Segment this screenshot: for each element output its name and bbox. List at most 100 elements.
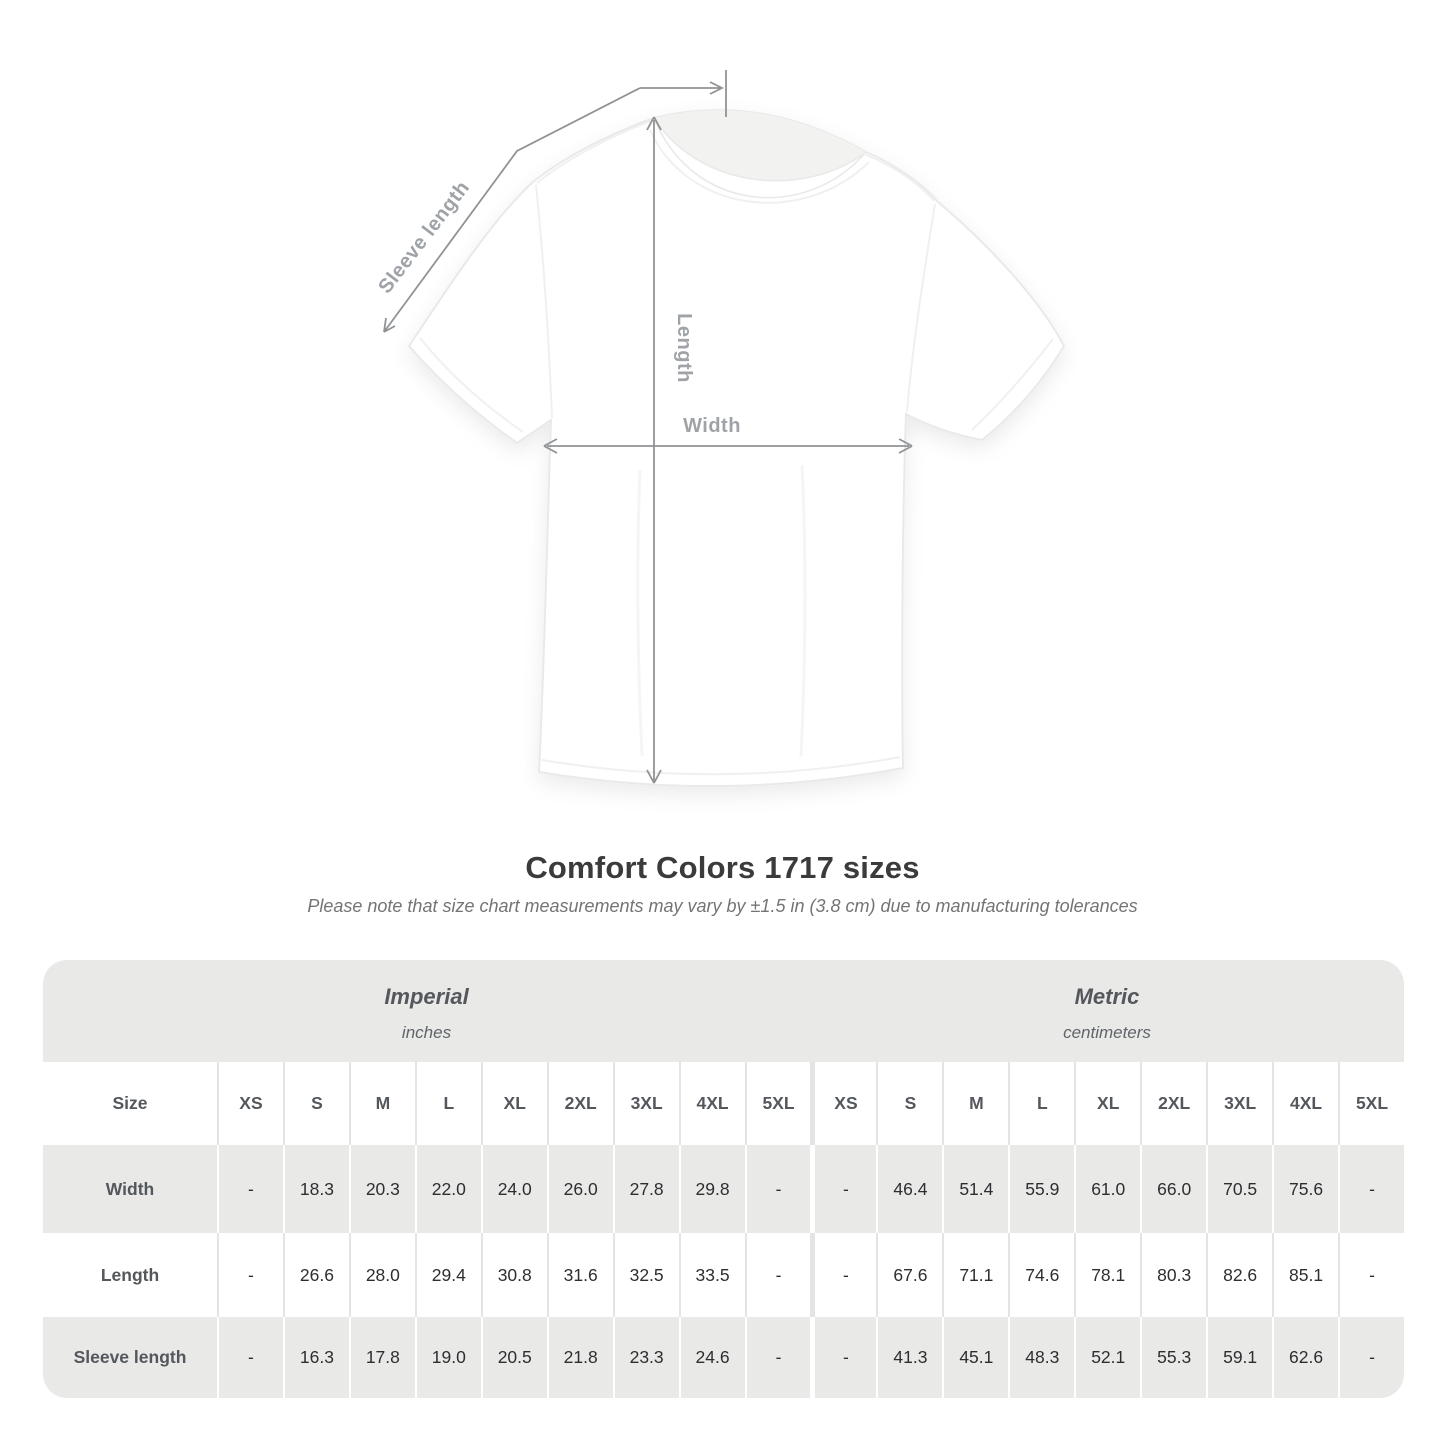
sleeve-length-value: -	[744, 1317, 811, 1398]
length-value: 33.5	[678, 1233, 745, 1317]
size-column-header: 2XL	[1140, 1062, 1206, 1145]
length-value: -	[744, 1233, 811, 1317]
length-value: 80.3	[1140, 1233, 1206, 1317]
width-value: 24.0	[480, 1145, 547, 1233]
size-column-header: S	[876, 1062, 942, 1145]
length-value: -	[1338, 1233, 1404, 1317]
imperial-unit: inches	[401, 1022, 452, 1042]
width-value: -	[810, 1145, 876, 1233]
hem-seam	[541, 756, 901, 776]
length-value: -	[810, 1233, 876, 1317]
size-column-header: XS	[810, 1062, 876, 1145]
width-value: 70.5	[1206, 1145, 1272, 1233]
size-column-header: 3XL	[1206, 1062, 1272, 1145]
collar-band	[653, 117, 867, 199]
length-value: 30.8	[480, 1233, 547, 1317]
size-column-header: XL	[480, 1062, 547, 1145]
sleeve-length-value: 20.5	[480, 1317, 547, 1398]
sleeve-length-value: 24.6	[678, 1317, 745, 1398]
size-column-header: 2XL	[546, 1062, 613, 1145]
size-column-header: L	[414, 1062, 481, 1145]
size-column-header: S	[282, 1062, 349, 1145]
width-row-label: Width	[105, 1178, 155, 1199]
length-value: 29.4	[414, 1233, 481, 1317]
width-row: Width -18.3 20.3 22.0 24.0 26.0 27.8 29.8- -46.…	[43, 1145, 1404, 1233]
width-value: 18.3	[282, 1145, 349, 1233]
width-value: 46.4	[876, 1145, 942, 1233]
sleeve-length-row: Sleeve length -16.3 17.8 19.0 20.5 21.8 23.3 2…	[43, 1317, 1404, 1398]
width-value: 66.0	[1140, 1145, 1206, 1233]
sleeve-top-arrow-line	[640, 81, 725, 95]
width-value: 29.8	[678, 1145, 745, 1233]
size-column-header: 5XL	[744, 1062, 811, 1145]
sleeve-length-value: 55.3	[1140, 1317, 1206, 1398]
length-value: 26.6	[282, 1233, 349, 1317]
sleeve-length-value: 21.8	[546, 1317, 613, 1398]
length-row-label: Length	[100, 1264, 160, 1285]
sleeve-length-row-label: Sleeve length	[73, 1347, 187, 1367]
size-column-header: XS	[217, 1062, 283, 1145]
size-column-header: M	[348, 1062, 415, 1145]
length-value: 28.0	[348, 1233, 415, 1317]
right-shoulder-seam	[863, 153, 935, 202]
width-value: 20.3	[348, 1145, 415, 1233]
width-value: 55.9	[1008, 1145, 1074, 1233]
width-value: 22.0	[414, 1145, 481, 1233]
width-value: 27.8	[612, 1145, 679, 1233]
sleeve-length-value: 17.8	[348, 1317, 415, 1398]
right-sleeve-seam	[906, 203, 936, 413]
length-value: -	[217, 1233, 283, 1317]
length-line	[646, 116, 662, 784]
tshirt-body	[407, 109, 1066, 788]
width-line	[543, 438, 913, 454]
unit-header-band: Imperial inches Metric centimeters	[43, 960, 1404, 1062]
sleeve-length-value: -	[810, 1317, 876, 1398]
length-value: 71.1	[942, 1233, 1008, 1317]
size-corner-header: Size	[112, 1093, 148, 1113]
collar-opening	[654, 110, 866, 181]
measurement-lines	[383, 70, 913, 784]
width-value: 26.0	[546, 1145, 613, 1233]
imperial-header: Imperial inches	[43, 960, 810, 1062]
torso-fold-left	[636, 469, 644, 757]
metric-header: Metric centimeters	[810, 960, 1404, 1062]
length-value: 67.6	[876, 1233, 942, 1317]
size-column-header: 3XL	[612, 1062, 679, 1145]
sleeve-length-value: 45.1	[942, 1317, 1008, 1398]
sleeve-length-value: 41.3	[876, 1317, 942, 1398]
length-value: 32.5	[612, 1233, 679, 1317]
width-value: 61.0	[1074, 1145, 1140, 1233]
left-shoulder-seam	[536, 119, 655, 184]
size-column-header: XL	[1074, 1062, 1140, 1145]
sleeve-length-value: 23.3	[612, 1317, 679, 1398]
left-cuff-seam	[419, 337, 524, 433]
sleeve-length-value: -	[217, 1317, 283, 1398]
length-value: 74.6	[1008, 1233, 1074, 1317]
size-column-header: M	[942, 1062, 1008, 1145]
length-value: 31.6	[546, 1233, 613, 1317]
sleeve-length-value: -	[1338, 1317, 1404, 1398]
sleeve-length-value: 16.3	[282, 1317, 349, 1398]
sleeve-length-value: 52.1	[1074, 1317, 1140, 1398]
sleeve-length-line	[383, 87, 641, 333]
width-value: -	[744, 1145, 811, 1233]
imperial-title: Imperial	[384, 983, 469, 1009]
sleeve-length-value: 48.3	[1008, 1317, 1074, 1398]
size-column-header: 5XL	[1338, 1062, 1404, 1145]
tolerance-note: Please note that size chart measurements…	[307, 896, 1138, 916]
sleeve-length-value: 19.0	[414, 1317, 481, 1398]
length-value: 85.1	[1272, 1233, 1338, 1317]
length-row: Length -26.6 28.0 29.4 30.8 31.6 32.5 33.5- -67…	[43, 1233, 1404, 1317]
width-value: 51.4	[942, 1145, 1008, 1233]
size-chart-table: Imperial inches Metric centimeters Size …	[43, 960, 1404, 1398]
size-column-header: 4XL	[1272, 1062, 1338, 1145]
length-label: Length	[673, 313, 695, 383]
left-sleeve-seam	[535, 184, 553, 419]
metric-title: Metric	[1074, 983, 1140, 1009]
page-title: Comfort Colors 1717 sizes	[525, 850, 920, 885]
sleeve-length-value: 59.1	[1206, 1317, 1272, 1398]
sleeve-length-value: 62.6	[1272, 1317, 1338, 1398]
right-cuff-seam	[971, 338, 1054, 431]
metric-unit: centimeters	[1063, 1022, 1151, 1042]
